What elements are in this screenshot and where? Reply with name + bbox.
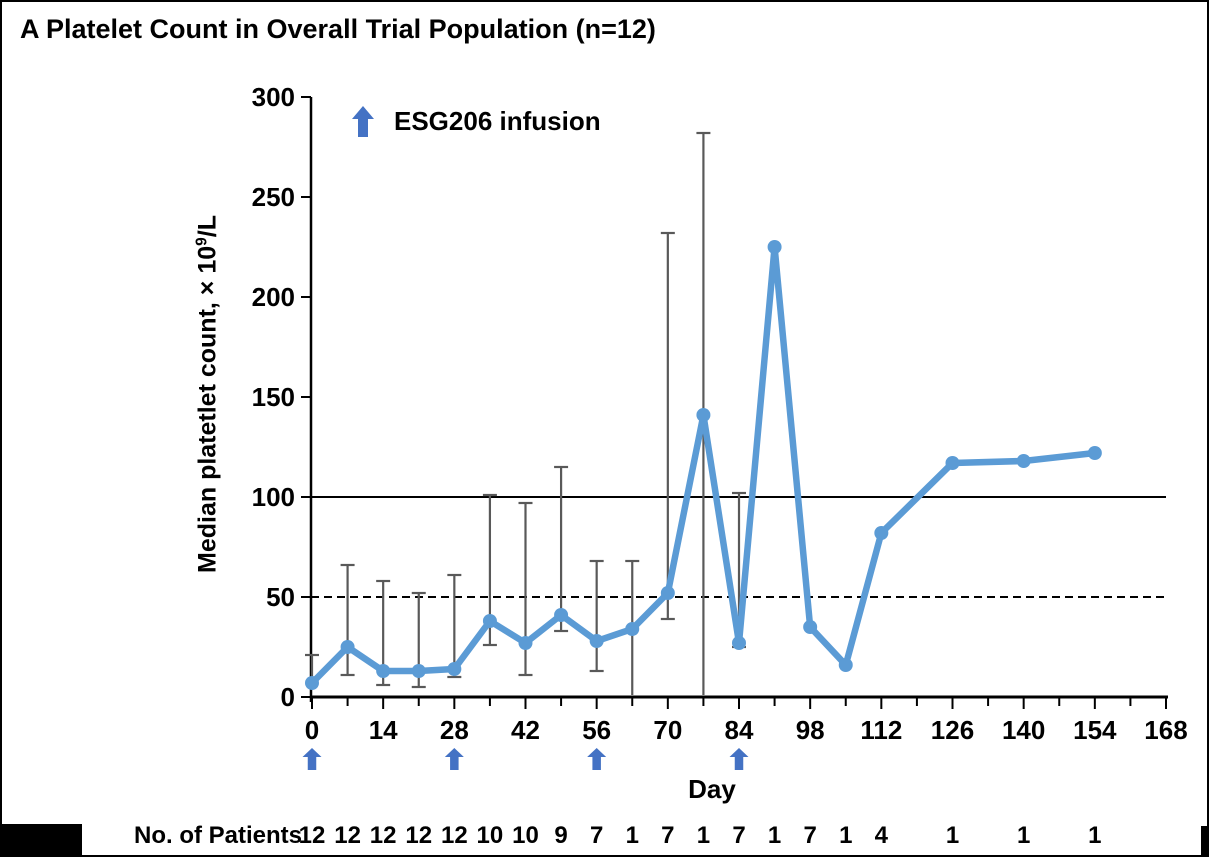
patient-count: 12 (298, 822, 326, 849)
chart-title: A Platelet Count in Overall Trial Popula… (20, 14, 656, 44)
patient-count: 7 (589, 822, 604, 849)
data-point (518, 636, 533, 650)
y-tick-label: 0 (281, 682, 295, 712)
x-tick-label: 42 (511, 715, 540, 745)
x-tick-label: 154 (1073, 715, 1117, 745)
data-point (411, 664, 426, 678)
data-point (1016, 454, 1031, 468)
redaction-box-left (2, 824, 82, 855)
x-tick-label: 14 (369, 715, 398, 745)
patient-count: 12 (369, 822, 397, 849)
patient-count: 12 (405, 822, 433, 849)
x-tick-label: 98 (796, 715, 825, 745)
x-tick-label: 0 (305, 715, 319, 745)
infusion-arrow-icon (587, 748, 607, 770)
data-point (874, 526, 889, 540)
patient-count: 1 (1016, 822, 1031, 849)
patient-count: 4 (874, 822, 889, 849)
legend-infusion-arrow-icon (352, 106, 374, 137)
infusion-arrow-icon (444, 748, 464, 770)
patient-count: 10 (476, 822, 504, 849)
patient-count: 7 (803, 822, 817, 849)
y-tick-label: 300 (252, 82, 295, 112)
x-tick-label: 126 (931, 715, 974, 745)
data-point (447, 662, 462, 676)
y-tick-label: 250 (252, 182, 295, 212)
patient-count: 10 (512, 822, 539, 849)
y-tick-label: 150 (252, 382, 295, 412)
x-tick-label: 28 (440, 715, 469, 745)
patient-count: 12 (334, 822, 361, 849)
patient-count: 12 (440, 822, 468, 849)
y-tick-label: 100 (252, 482, 295, 512)
data-point (660, 586, 675, 600)
patient-count: 7 (661, 822, 675, 849)
data-point (945, 456, 960, 470)
patients-row-label: No. of Patients (133, 822, 302, 849)
data-point (305, 676, 319, 690)
x-tick-label: 168 (1144, 715, 1187, 745)
x-tick-label: 140 (1002, 715, 1045, 745)
data-point (732, 636, 746, 650)
x-axis-title: Day (688, 774, 736, 804)
patient-count: 1 (696, 822, 711, 849)
infusion-arrow-icon (729, 748, 749, 770)
x-tick-label: 112 (860, 715, 902, 745)
x-tick-label: 84 (725, 715, 754, 745)
data-point (838, 658, 853, 672)
data-point (340, 640, 355, 654)
patient-count: 1 (1088, 822, 1102, 849)
patient-count: 1 (839, 822, 853, 849)
patient-count: 9 (554, 822, 568, 849)
patient-count: 1 (625, 822, 639, 849)
redaction-box-right (1201, 826, 1207, 855)
data-point (554, 608, 569, 622)
data-point (625, 622, 640, 636)
patient-count: 1 (945, 822, 960, 849)
patient-count: 1 (767, 822, 782, 849)
y-tick-label: 50 (266, 582, 295, 612)
data-point (589, 634, 604, 648)
y-tick-label: 200 (252, 282, 295, 312)
data-point (767, 240, 782, 254)
data-point (696, 408, 711, 422)
data-point (482, 614, 497, 628)
data-point (376, 664, 391, 678)
data-point (1087, 446, 1102, 460)
infusion-arrow-icon (302, 748, 322, 770)
x-tick-label: 70 (653, 715, 682, 745)
legend-label: ESG206 infusion (394, 106, 601, 136)
data-point (803, 620, 818, 634)
x-tick-label: 56 (582, 715, 611, 745)
patient-count: 7 (732, 822, 746, 849)
